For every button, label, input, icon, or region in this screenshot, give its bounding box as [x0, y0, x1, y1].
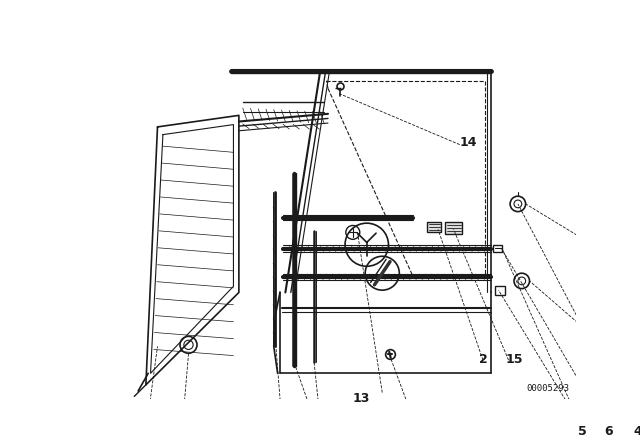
- FancyBboxPatch shape: [428, 222, 441, 233]
- Text: 13: 13: [353, 392, 370, 405]
- Text: 14: 14: [460, 136, 477, 149]
- FancyBboxPatch shape: [493, 245, 502, 252]
- Text: 00005293: 00005293: [527, 383, 570, 392]
- Text: 5: 5: [579, 425, 587, 438]
- Text: 15: 15: [506, 353, 523, 366]
- Text: 2: 2: [479, 353, 488, 366]
- FancyBboxPatch shape: [495, 286, 506, 295]
- Text: 6: 6: [605, 425, 613, 438]
- Text: 4: 4: [634, 425, 640, 438]
- FancyBboxPatch shape: [445, 222, 462, 234]
